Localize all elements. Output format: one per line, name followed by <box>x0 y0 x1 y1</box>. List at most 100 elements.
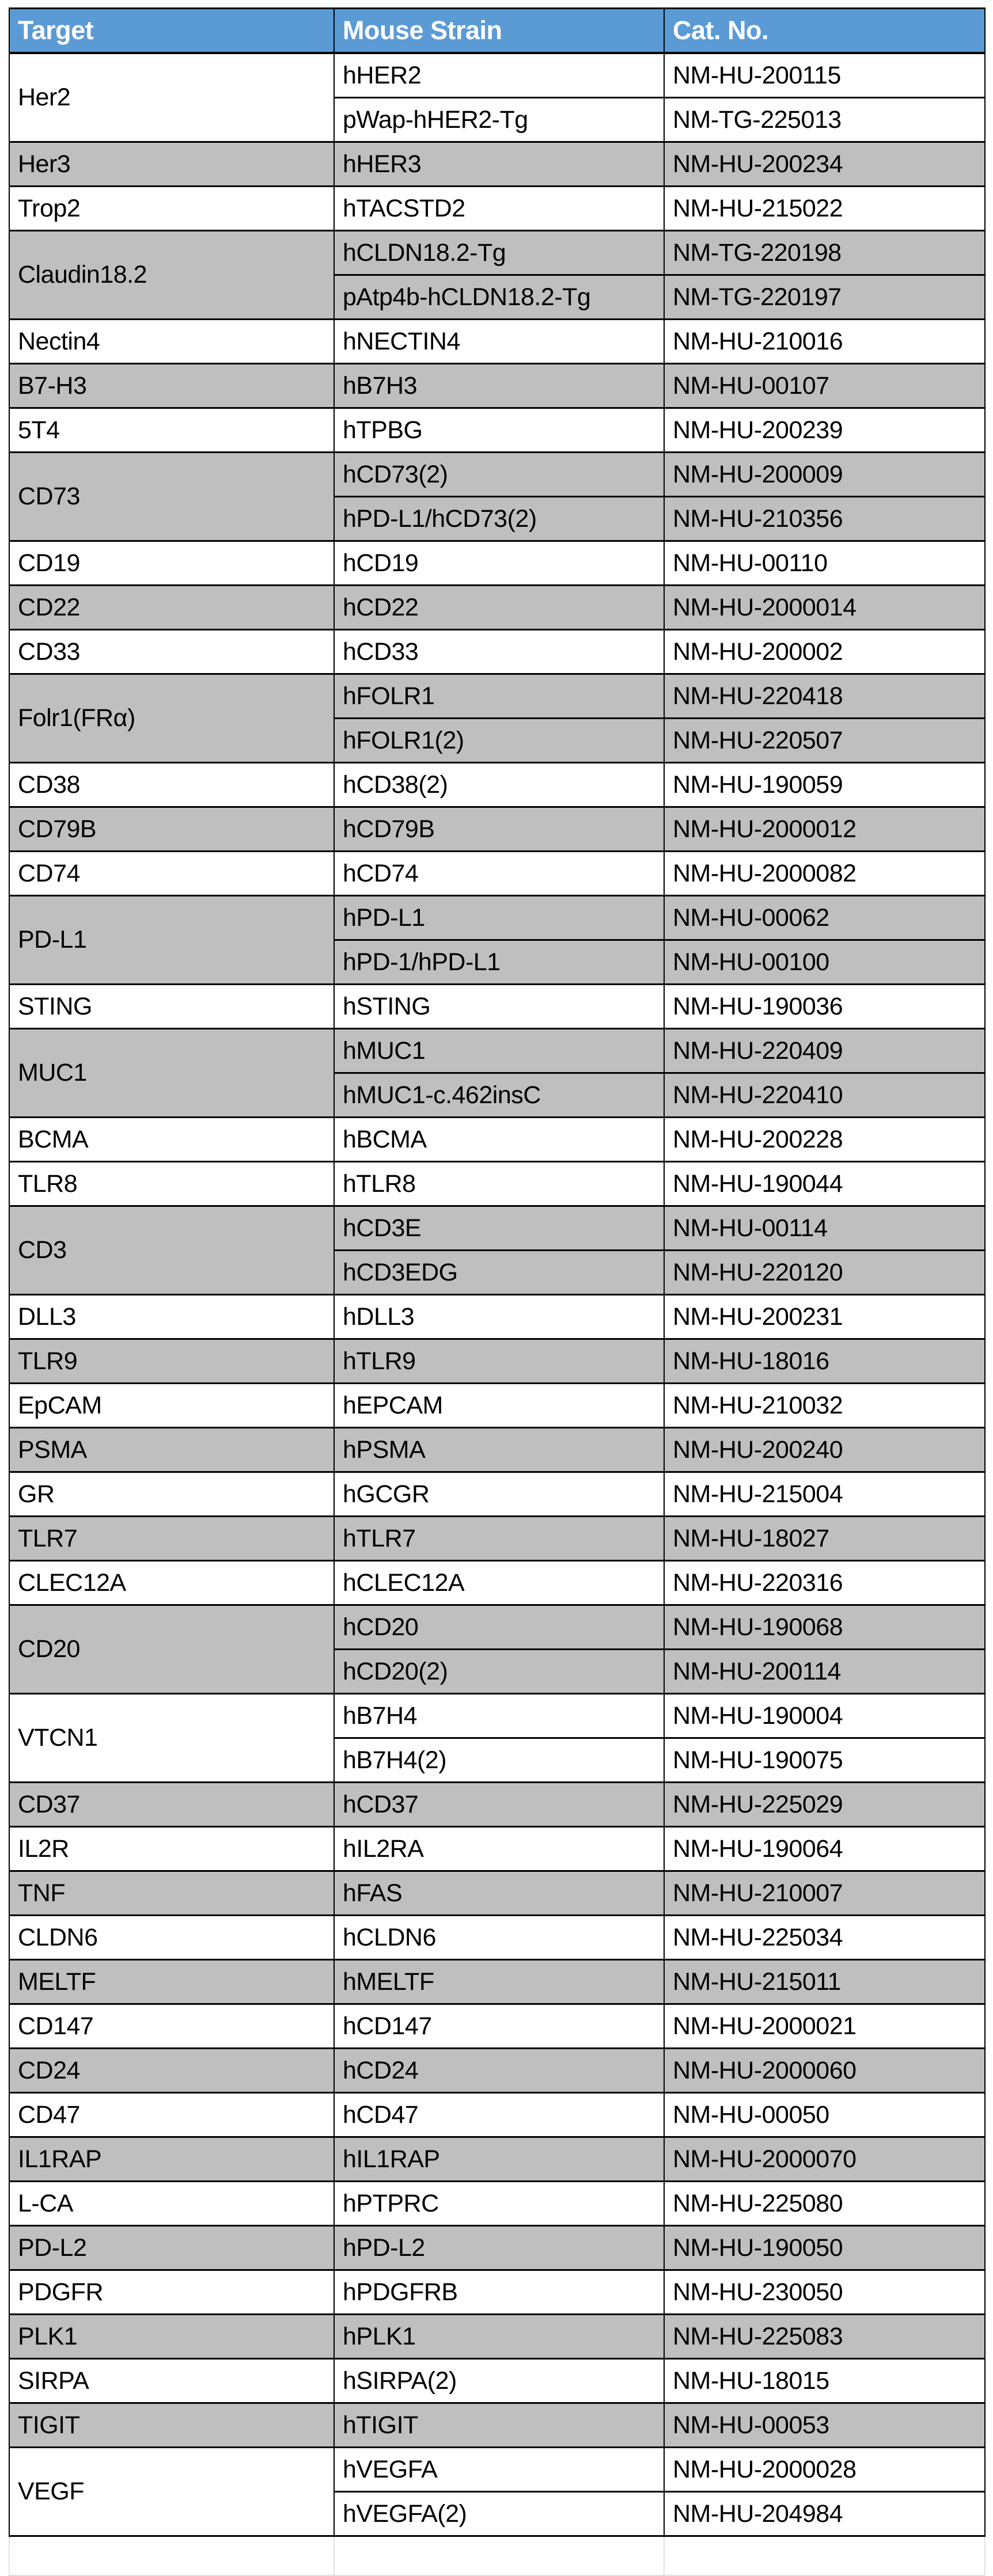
target-cell: Nectin4 <box>9 318 335 364</box>
table-row: hCD3EDG NM-HU-220120 <box>9 1249 986 1295</box>
mouse-strain-cell: hIL2RA <box>333 1826 665 1872</box>
table-row: TLR8 hTLR8 NM-HU-190044 <box>9 1161 986 1207</box>
cat-no-cell: NM-HU-190036 <box>664 983 986 1029</box>
strain-table: Target Mouse Strain Cat. No. Her2 hHER2 NM… <box>9 7 986 2576</box>
table-row: hCD20(2) NM-HU-200114 <box>9 1648 986 1694</box>
mouse-strain-cell: hCD19 <box>333 540 665 586</box>
cat-no-cell: NM-HU-2000021 <box>664 2003 986 2049</box>
cat-no-cell: NM-HU-2000082 <box>664 850 986 896</box>
mouse-strain-cell: hGCGR <box>333 1471 665 1517</box>
cat-no-cell: NM-HU-225034 <box>664 1914 986 1961</box>
target-cell: MUC1 <box>9 1028 335 1118</box>
cat-no-cell: NM-HU-00107 <box>664 363 986 409</box>
mouse-strain-cell: hTPBG <box>333 407 665 453</box>
target-cell: TIGIT <box>9 2402 335 2448</box>
mouse-strain-cell: hDLL3 <box>333 1294 665 1340</box>
target-cell: IL1RAP <box>9 2136 335 2182</box>
mouse-strain-cell: hB7H4(2) <box>333 1737 665 1783</box>
cat-no-cell: NM-HU-2000012 <box>664 806 986 852</box>
cat-no-cell: NM-HU-200231 <box>664 1294 986 1340</box>
target-cell: Claudin18.2 <box>9 230 335 320</box>
cat-no-cell: NM-HU-215011 <box>664 1959 986 2005</box>
target-cell: VEGF <box>9 2446 335 2537</box>
cat-no-cell: NM-HU-210007 <box>664 1870 986 1916</box>
table-row: pWap-hHER2-Tg NM-TG-225013 <box>9 97 986 143</box>
mouse-strain-cell: hCD37 <box>333 1781 665 1827</box>
target-cell: CD19 <box>9 540 335 586</box>
mouse-strain-cell: hBCMA <box>333 1116 665 1162</box>
empty-row <box>9 2535 986 2576</box>
cat-no-cell: NM-HU-200115 <box>664 52 986 98</box>
cat-no-cell: NM-HU-190064 <box>664 1826 986 1872</box>
empty-cell <box>664 2535 986 2576</box>
table-row: TLR7 hTLR7 NM-HU-18027 <box>9 1515 986 1561</box>
target-cell: PSMA <box>9 1427 335 1473</box>
mouse-strain-cell: hPSMA <box>333 1427 665 1473</box>
cat-no-cell: NM-HU-190068 <box>664 1604 986 1650</box>
cat-no-cell: NM-HU-00050 <box>664 2092 986 2138</box>
cat-no-cell: NM-HU-200234 <box>664 141 986 187</box>
cat-no-cell: NM-TG-220197 <box>664 274 986 320</box>
cat-no-cell: NM-HU-225029 <box>664 1781 986 1827</box>
target-cell: PDGFR <box>9 2269 335 2315</box>
table-row: IL2R hIL2RA NM-HU-190064 <box>9 1826 986 1872</box>
cat-no-cell: NM-HU-210016 <box>664 318 986 364</box>
table-row: MUC1 hMUC1 NM-HU-220409 <box>9 1028 986 1118</box>
target-cell: TLR7 <box>9 1515 335 1561</box>
target-cell: EpCAM <box>9 1382 335 1428</box>
table-row: pAtp4b-hCLDN18.2-Tg NM-TG-220197 <box>9 274 986 320</box>
table-row: IL1RAP hIL1RAP NM-HU-2000070 <box>9 2136 986 2182</box>
target-cell: CLDN6 <box>9 1914 335 1961</box>
mouse-strain-cell: hCD74 <box>333 850 665 896</box>
header-mouse-strain: Mouse Strain <box>333 7 665 54</box>
mouse-strain-cell: hSTING <box>333 983 665 1029</box>
table-row: Nectin4 hNECTIN4 NM-HU-210016 <box>9 318 986 364</box>
cat-no-cell: NM-HU-2000070 <box>664 2136 986 2182</box>
table-row: Her2 hHER2 NM-HU-200115 <box>9 52 986 143</box>
cat-no-cell: NM-HU-220418 <box>664 673 986 719</box>
cat-no-cell: NM-HU-00062 <box>664 895 986 941</box>
target-cell: IL2R <box>9 1826 335 1872</box>
cat-no-cell: NM-HU-204984 <box>664 2491 986 2537</box>
target-cell: CD73 <box>9 451 335 542</box>
table-row: MELTF hMELTF NM-HU-215011 <box>9 1959 986 2005</box>
table-row: TIGIT hTIGIT NM-HU-00053 <box>9 2402 986 2448</box>
cat-no-cell: NM-HU-220410 <box>664 1072 986 1118</box>
target-cell: CD79B <box>9 806 335 852</box>
table-row: CD37 hCD37 NM-HU-225029 <box>9 1781 986 1827</box>
mouse-strain-cell: hTLR8 <box>333 1161 665 1207</box>
cat-no-cell: NM-HU-215004 <box>664 1471 986 1517</box>
cat-no-cell: NM-HU-210032 <box>664 1382 986 1428</box>
mouse-strain-cell: hFOLR1(2) <box>333 717 665 763</box>
target-cell: Her3 <box>9 141 335 187</box>
mouse-strain-cell: hMELTF <box>333 1959 665 2005</box>
mouse-strain-cell: hTLR7 <box>333 1515 665 1561</box>
table-row: CD74 hCD74 NM-HU-2000082 <box>9 850 986 896</box>
mouse-strain-cell: pWap-hHER2-Tg <box>333 97 665 143</box>
mouse-strain-cell: hCD3E <box>333 1205 665 1251</box>
target-cell: Folr1(FRα) <box>9 673 335 763</box>
table-row: SIRPA hSIRPA(2) NM-HU-18015 <box>9 2358 986 2404</box>
mouse-strain-cell: hHER2 <box>333 52 665 98</box>
cat-no-cell: NM-HU-190050 <box>664 2225 986 2271</box>
mouse-strain-cell: hPD-L1 <box>333 895 665 941</box>
target-cell: B7-H3 <box>9 363 335 409</box>
mouse-strain-cell: hVEGFA(2) <box>333 2491 665 2537</box>
table-row: PSMA hPSMA NM-HU-200240 <box>9 1427 986 1473</box>
table-row: CD19 hCD19 NM-HU-00110 <box>9 540 986 586</box>
table-row: Trop2 hTACSTD2 NM-HU-215022 <box>9 185 986 231</box>
cat-no-cell: NM-HU-00053 <box>664 2402 986 2448</box>
target-cell: 5T4 <box>9 407 335 453</box>
mouse-strain-cell: hTLR9 <box>333 1338 665 1384</box>
mouse-strain-cell: hNECTIN4 <box>333 318 665 364</box>
cat-no-cell: NM-HU-2000060 <box>664 2047 986 2094</box>
empty-cell <box>9 2535 335 2576</box>
mouse-strain-cell: hTIGIT <box>333 2402 665 2448</box>
target-cell: TLR8 <box>9 1161 335 1207</box>
mouse-strain-cell: hMUC1 <box>333 1028 665 1074</box>
cat-no-cell: NM-HU-190075 <box>664 1737 986 1783</box>
table-row: STING hSTING NM-HU-190036 <box>9 983 986 1029</box>
table-row: PD-L2 hPD-L2 NM-HU-190050 <box>9 2225 986 2271</box>
table-row: CD33 hCD33 NM-HU-200002 <box>9 629 986 675</box>
